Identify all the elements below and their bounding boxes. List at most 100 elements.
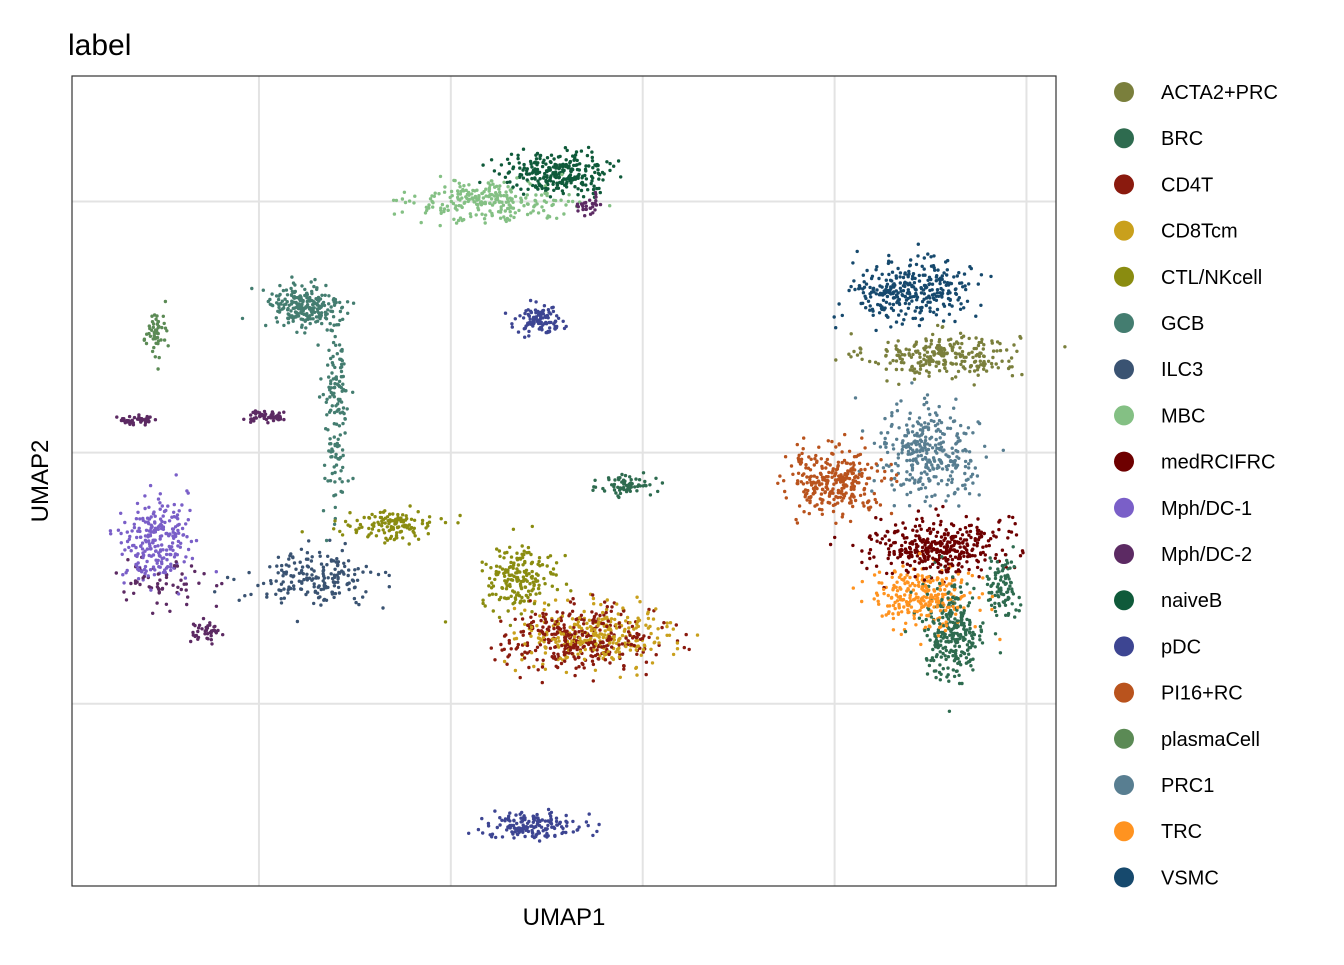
point-pi16-rc <box>861 501 864 504</box>
point-prc1 <box>912 459 915 462</box>
point-brc <box>952 602 955 605</box>
point-trc <box>895 581 898 584</box>
point-mbc <box>472 200 475 203</box>
point-medrcifrc <box>921 550 924 553</box>
point-mph-dc-2 <box>115 571 118 574</box>
point-mph-dc-2 <box>206 637 209 640</box>
point-ctl-nkcell <box>564 554 567 557</box>
point-medrcifrc <box>904 527 907 530</box>
point-prc1 <box>927 422 930 425</box>
point-mph-dc-2 <box>212 625 215 628</box>
point-cd8tcm <box>649 632 652 635</box>
point-vsmc <box>879 304 882 307</box>
point-brc <box>947 680 950 683</box>
point-plasmacell <box>164 327 167 330</box>
point-ctl-nkcell <box>409 527 412 530</box>
point-naiveb <box>592 188 595 191</box>
point-ilc3 <box>319 555 322 558</box>
point-medrcifrc <box>926 558 929 561</box>
point-brc <box>637 483 640 486</box>
point-acta2-prc <box>884 354 887 357</box>
point-ctl-nkcell <box>512 528 515 531</box>
point-pdc <box>564 820 567 823</box>
point-naiveb <box>572 159 575 162</box>
point-vsmc <box>869 304 872 307</box>
point-ctl-nkcell <box>413 519 416 522</box>
point-pi16-rc <box>890 512 893 515</box>
point-medrcifrc <box>1011 516 1014 519</box>
point-vsmc <box>928 296 931 299</box>
point-naiveb <box>561 181 564 184</box>
point-cd8tcm <box>635 666 638 669</box>
point-ilc3 <box>318 595 321 598</box>
point-prc1 <box>880 431 883 434</box>
point-gcb <box>329 322 332 325</box>
point-pdc <box>507 815 510 818</box>
point-mph-dc-1 <box>149 533 152 536</box>
point-prc1 <box>941 467 944 470</box>
point-pi16-rc <box>835 481 838 484</box>
point-acta2-prc <box>998 342 1001 345</box>
point-gcb <box>331 355 334 358</box>
point-ilc3 <box>268 565 271 568</box>
point-medrcifrc <box>961 540 964 543</box>
point-brc <box>635 489 638 492</box>
point-cd4t <box>570 633 573 636</box>
point-gcb <box>310 290 313 293</box>
point-brc <box>947 655 950 658</box>
point-naiveb <box>590 182 593 185</box>
point-ctl-nkcell <box>530 589 533 592</box>
point-cd4t <box>569 648 572 651</box>
point-cd4t <box>601 641 604 644</box>
point-medrcifrc <box>967 534 970 537</box>
point-mbc <box>433 195 436 198</box>
point-ilc3 <box>282 587 285 590</box>
point-brc <box>939 673 942 676</box>
point-ilc3 <box>341 549 344 552</box>
point-gcb <box>304 320 307 323</box>
point-acta2-prc <box>999 349 1002 352</box>
point-prc1 <box>918 450 921 453</box>
point-prc1 <box>974 466 977 469</box>
point-ctl-nkcell <box>394 522 397 525</box>
point-plasmacell <box>154 337 157 340</box>
point-cd4t <box>585 635 588 638</box>
point-prc1 <box>1002 449 1005 452</box>
point-gcb <box>277 294 280 297</box>
point-mph-dc-2 <box>180 572 183 575</box>
point-plasmacell <box>162 315 165 318</box>
point-mph-dc-2 <box>122 590 125 593</box>
point-gcb <box>325 539 328 542</box>
point-prc1 <box>912 451 915 454</box>
point-brc <box>1006 590 1009 593</box>
point-medrcifrc <box>1007 515 1010 518</box>
point-gcb <box>343 431 346 434</box>
point-cd4t <box>572 646 575 649</box>
point-acta2-prc <box>856 353 859 356</box>
point-mph-dc-2 <box>205 626 208 629</box>
point-gcb <box>315 315 318 318</box>
point-vsmc <box>936 268 939 271</box>
point-mph-dc-2 <box>168 610 171 613</box>
point-vsmc <box>883 306 886 309</box>
point-pdc <box>585 820 588 823</box>
point-cd8tcm <box>617 639 620 642</box>
point-medrcifrc <box>961 533 964 536</box>
point-gcb <box>316 307 319 310</box>
point-trc <box>936 576 939 579</box>
point-trc <box>895 593 898 596</box>
point-prc1 <box>959 424 962 427</box>
point-acta2-prc <box>973 383 976 386</box>
point-cd4t <box>675 623 678 626</box>
point-acta2-prc <box>911 353 914 356</box>
point-gcb <box>316 320 319 323</box>
point-gcb <box>318 395 321 398</box>
point-pi16-rc <box>804 463 807 466</box>
point-naiveb <box>508 180 511 183</box>
point-gcb <box>333 523 336 526</box>
point-mph-dc-1 <box>149 568 152 571</box>
point-gcb <box>328 395 331 398</box>
point-ctl-nkcell <box>516 591 519 594</box>
point-prc1 <box>928 437 931 440</box>
point-pi16-rc <box>858 473 861 476</box>
